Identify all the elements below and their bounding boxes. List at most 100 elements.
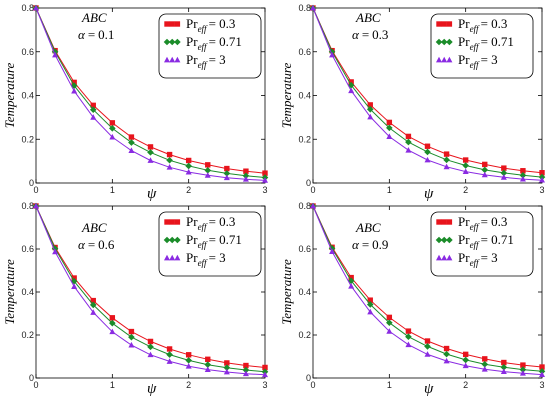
legend-pr: Pr [458,250,470,265]
legend-marker [436,219,442,225]
legend-value: = 0.3 [481,214,508,229]
alpha-annotation: α = 0.6 [78,237,115,252]
legend-value: = 0.71 [209,232,242,247]
data-point [204,167,212,174]
data-point [262,177,268,183]
data-point [386,119,393,126]
legend-entry-1: Preff = 0.3 [186,16,235,34]
legend-pr: Pr [186,232,198,247]
data-point [204,172,211,178]
data-point [147,149,154,156]
legend-marker [174,38,181,46]
y-tick-label: 0.4 [21,287,34,297]
y-tick-label: 0.8 [298,3,311,13]
legend-marker [163,38,171,46]
data-point [185,362,192,369]
data-point [500,363,508,371]
legend-value: = 0.3 [209,16,236,31]
y-tick-label: 0.6 [21,244,34,254]
data-point [328,48,336,56]
legend-marker [164,219,170,225]
legend-marker [440,38,448,46]
data-point [539,364,545,370]
y-tick-label: 0.2 [298,330,311,340]
data-point [462,157,469,163]
legend-marker [169,21,175,27]
legend-marker [441,219,447,225]
x-tick-label: 1 [387,380,392,390]
data-point [109,120,116,126]
legend-entry-1: Preff = 0.3 [458,16,507,34]
legend-marker [436,21,442,27]
data-point [223,170,231,177]
legend-subscript: eff [470,42,480,52]
legend-subscript: eff [470,60,480,70]
data-point [185,168,192,175]
y-tick-label: 0 [29,178,34,188]
legend-marker [440,236,448,244]
data-point [89,301,97,309]
data-point [185,162,192,170]
data-point [33,4,39,11]
data-point [310,4,316,11]
panel-annotation: ABC [81,10,107,25]
alpha-symbol: α [352,237,360,252]
legend-box [158,211,262,277]
data-point [520,168,526,174]
alpha-value: 0.1 [98,27,114,42]
legend-subscript: eff [198,24,208,34]
x-tick-label: 3 [539,185,544,195]
data-point [405,138,412,146]
data-point [424,143,431,149]
data-point [443,163,450,170]
data-point [367,102,373,108]
y-tick-label: 0 [306,178,311,188]
data-point [147,144,154,150]
legend-marker [446,21,453,27]
data-point [147,351,154,358]
data-point [539,170,545,176]
data-point [310,202,316,209]
data-point [386,319,393,327]
data-point [71,87,78,94]
data-point [71,283,78,290]
data-point [128,333,135,341]
data-point [224,360,230,366]
legend-pr: Pr [458,34,470,49]
legend-marker [164,56,170,63]
data-point [128,139,135,146]
y-tick-label: 0.8 [21,201,34,211]
data-point [223,174,230,181]
data-point [166,351,173,358]
data-point [242,366,250,374]
data-point [405,341,412,348]
y-axis-label: Temperature [279,63,294,129]
data-point [424,343,431,350]
data-point [500,169,508,177]
y-tick-label: 0.8 [298,201,311,211]
legend-entry-2: Preff = 0.71 [186,34,242,52]
data-point [443,350,450,358]
y-axis-label: Temperature [2,259,17,325]
legend-subscript: eff [198,222,208,232]
data-point [462,351,469,358]
panel-annotation: ABC [355,10,381,25]
x-tick-label: 2 [463,185,468,195]
x-tick-label: 0 [33,185,38,195]
x-axis-label: ψ [424,381,434,397]
legend-marker [174,236,181,244]
data-point [501,165,507,171]
alpha-symbol: α [78,27,86,42]
data-point [90,297,96,304]
legend-subscript: eff [198,60,208,70]
data-point [443,357,450,364]
data-point [90,114,97,120]
alpha-symbol: α [352,27,360,42]
data-point [386,124,393,132]
data-point [329,51,336,58]
data-point [500,174,507,180]
data-point [348,87,355,94]
data-point [262,371,268,378]
alpha-value: 0.9 [372,237,388,252]
